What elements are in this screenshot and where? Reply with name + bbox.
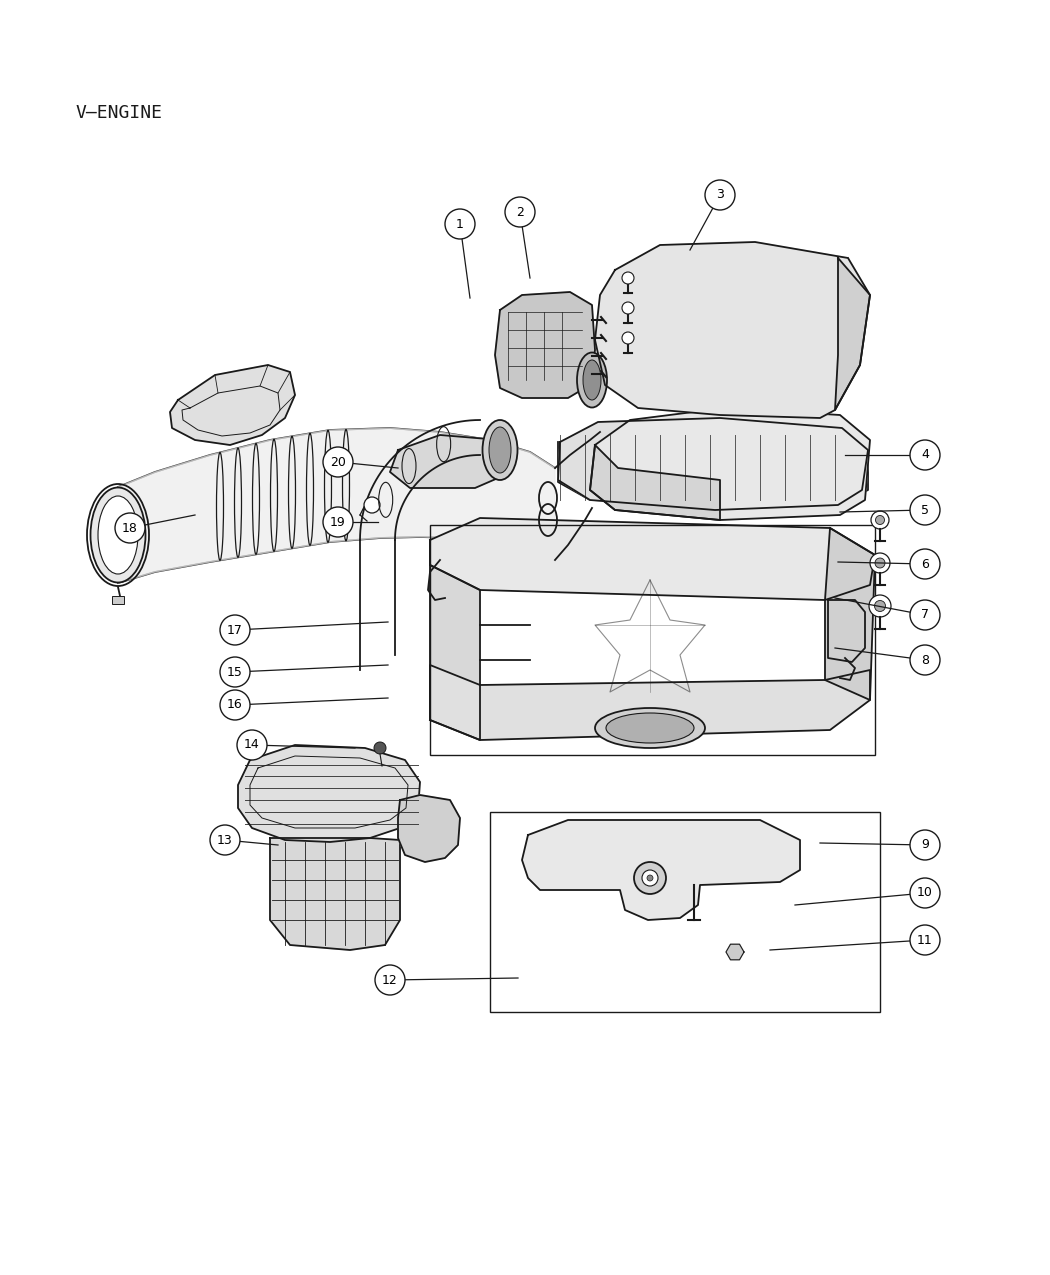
Ellipse shape: [606, 713, 694, 743]
Text: 13: 13: [217, 834, 233, 847]
Polygon shape: [430, 666, 870, 740]
Text: 5: 5: [921, 504, 929, 516]
Circle shape: [910, 440, 940, 470]
Circle shape: [364, 497, 380, 513]
Circle shape: [876, 515, 884, 524]
Polygon shape: [430, 518, 875, 601]
Circle shape: [910, 495, 940, 525]
Text: 17: 17: [227, 623, 243, 636]
Ellipse shape: [595, 708, 705, 748]
Polygon shape: [825, 528, 875, 700]
Circle shape: [642, 870, 658, 886]
Circle shape: [870, 553, 890, 572]
Text: V—ENGINE: V—ENGINE: [75, 105, 162, 122]
Text: 11: 11: [917, 933, 932, 946]
Circle shape: [622, 302, 634, 314]
Text: 4: 4: [921, 449, 929, 462]
Polygon shape: [835, 258, 870, 411]
Circle shape: [647, 875, 653, 881]
Polygon shape: [170, 365, 295, 445]
Circle shape: [323, 448, 353, 477]
Ellipse shape: [489, 427, 511, 473]
Bar: [430, 525, 875, 755]
Circle shape: [910, 830, 940, 861]
Text: 2: 2: [516, 205, 524, 218]
Circle shape: [445, 209, 475, 238]
Polygon shape: [390, 435, 510, 488]
Polygon shape: [726, 945, 744, 960]
Bar: [112, 595, 124, 604]
Ellipse shape: [483, 419, 518, 479]
Text: 19: 19: [330, 515, 345, 529]
Polygon shape: [558, 418, 868, 510]
Polygon shape: [522, 820, 800, 921]
Circle shape: [869, 595, 891, 617]
Ellipse shape: [90, 487, 146, 583]
Text: 7: 7: [921, 608, 929, 621]
Circle shape: [875, 558, 885, 567]
Text: 16: 16: [227, 699, 243, 711]
Text: 3: 3: [716, 189, 723, 201]
Circle shape: [910, 878, 940, 908]
Circle shape: [910, 645, 940, 674]
Polygon shape: [430, 541, 480, 740]
Ellipse shape: [578, 352, 607, 408]
Text: 12: 12: [382, 974, 398, 987]
Circle shape: [220, 657, 250, 687]
Polygon shape: [590, 445, 720, 520]
Text: 9: 9: [921, 839, 929, 852]
Circle shape: [872, 511, 889, 529]
Polygon shape: [238, 745, 420, 842]
Text: 6: 6: [921, 557, 929, 570]
Circle shape: [505, 198, 536, 227]
Text: 1: 1: [456, 218, 464, 231]
Bar: [490, 812, 880, 1012]
Text: 20: 20: [330, 455, 345, 468]
Circle shape: [910, 601, 940, 630]
Circle shape: [634, 862, 666, 894]
Circle shape: [210, 825, 240, 856]
Circle shape: [705, 180, 735, 210]
Circle shape: [910, 550, 940, 579]
Circle shape: [375, 965, 405, 994]
Text: 14: 14: [244, 738, 260, 751]
Circle shape: [622, 332, 634, 344]
Circle shape: [237, 731, 267, 760]
Circle shape: [875, 601, 885, 612]
Polygon shape: [398, 796, 460, 862]
Text: 18: 18: [122, 521, 138, 534]
Polygon shape: [270, 838, 400, 950]
Circle shape: [910, 924, 940, 955]
Circle shape: [220, 690, 250, 720]
Circle shape: [374, 742, 386, 754]
Circle shape: [116, 513, 145, 543]
Circle shape: [622, 272, 634, 284]
Text: 10: 10: [917, 886, 933, 899]
Text: 8: 8: [921, 654, 929, 667]
Polygon shape: [118, 428, 555, 583]
Ellipse shape: [98, 496, 138, 574]
Circle shape: [323, 507, 353, 537]
Polygon shape: [590, 408, 870, 520]
Circle shape: [220, 615, 250, 645]
Text: 15: 15: [227, 666, 243, 678]
Polygon shape: [595, 242, 870, 418]
Ellipse shape: [583, 360, 601, 400]
Polygon shape: [495, 292, 595, 398]
